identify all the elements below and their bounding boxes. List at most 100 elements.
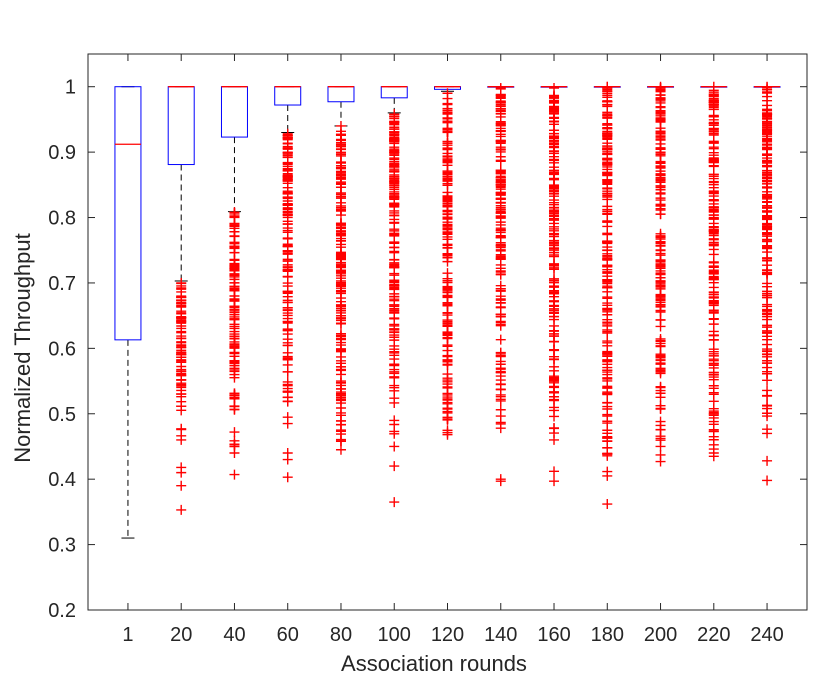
y-tick-label: 0.8 [48, 208, 76, 230]
outlier-marker [495, 188, 506, 199]
outlier-marker [549, 202, 560, 213]
outlier-marker [549, 281, 560, 292]
outlier-marker [282, 203, 293, 214]
outlier-marker [655, 162, 666, 173]
box-40 [220, 86, 248, 480]
outlier-marker [282, 262, 293, 273]
outlier-marker [495, 379, 506, 390]
outlier-marker [442, 107, 453, 118]
outlier-marker [549, 386, 560, 397]
box-240 [753, 81, 781, 486]
outlier-marker [708, 408, 719, 419]
outlier-marker [389, 198, 400, 209]
outlier-marker [282, 271, 293, 282]
outlier-marker [176, 368, 187, 379]
outlier-marker [602, 359, 613, 370]
outlier-marker [602, 183, 613, 194]
outlier-marker [708, 249, 719, 260]
outlier-marker [708, 273, 719, 284]
outlier-marker [335, 444, 346, 455]
box-120 [434, 86, 461, 440]
outlier-marker [442, 173, 453, 184]
outlier-marker [655, 358, 666, 369]
outlier-marker [442, 354, 453, 365]
outlier-marker [708, 346, 719, 357]
outlier-marker [655, 388, 666, 399]
outlier-marker [282, 318, 293, 329]
outlier-marker [176, 467, 187, 478]
outlier-marker [655, 237, 666, 248]
outlier-marker [655, 416, 666, 427]
x-tick-label: 200 [644, 624, 677, 646]
outlier-marker [176, 405, 187, 416]
outlier-marker [335, 301, 346, 312]
outlier-marker [602, 250, 613, 261]
outlier-marker [762, 178, 773, 189]
y-tick-label: 0.4 [48, 469, 76, 491]
outlier-marker [602, 281, 613, 292]
outlier-marker [282, 353, 293, 364]
outlier-marker [708, 369, 719, 380]
outlier-marker [442, 328, 453, 339]
outlier-marker [708, 104, 719, 115]
outlier-marker [549, 139, 560, 150]
outlier-marker [389, 415, 400, 426]
outlier-marker [549, 157, 560, 168]
outlier-marker [549, 476, 560, 487]
outlier-marker [549, 434, 560, 445]
x-tick-label: 220 [697, 624, 730, 646]
outlier-marker [762, 113, 773, 124]
outlier-marker [762, 143, 773, 154]
outlier-marker [335, 345, 346, 356]
outlier-marker [549, 423, 560, 434]
outlier-marker [495, 100, 506, 111]
outlier-marker [655, 114, 666, 125]
outlier-marker [442, 273, 453, 284]
outlier-marker [762, 255, 773, 266]
outlier-marker [495, 334, 506, 345]
outlier-marker [389, 210, 400, 221]
outlier-marker [282, 219, 293, 230]
outlier-marker [762, 197, 773, 208]
outlier-marker [389, 497, 400, 508]
outlier-marker [495, 265, 506, 276]
outlier-marker [335, 364, 346, 375]
outlier-marker [282, 175, 293, 186]
x-tick-label: 180 [591, 624, 624, 646]
outlier-marker [229, 469, 240, 480]
outlier-marker [762, 125, 773, 136]
outlier-marker [495, 176, 506, 187]
outlier-marker [549, 251, 560, 262]
outlier-marker [762, 368, 773, 379]
outlier-marker [602, 228, 613, 239]
outlier-marker [335, 392, 346, 403]
outlier-marker [762, 411, 773, 422]
outlier-marker [229, 247, 240, 258]
outlier-marker [762, 345, 773, 356]
outlier-marker [708, 214, 719, 225]
outlier-marker [708, 143, 719, 154]
outlier-marker [229, 427, 240, 438]
outlier-marker [762, 155, 773, 166]
outlier-marker [389, 441, 400, 452]
outlier-marker [655, 276, 666, 287]
outlier-marker [335, 141, 346, 152]
outlier-marker [655, 336, 666, 347]
y-axis-label: Normalized Throughput [10, 233, 35, 463]
outlier-marker [282, 340, 293, 351]
outlier-marker [335, 318, 346, 329]
outlier-marker [389, 134, 400, 145]
outlier-marker [176, 339, 187, 350]
outlier-marker [229, 207, 240, 218]
outlier-marker [335, 376, 346, 387]
x-tick-label: 160 [537, 624, 570, 646]
outlier-marker [708, 289, 719, 300]
outlier-marker [335, 247, 346, 258]
outlier-marker [442, 196, 453, 207]
x-tick-label: 240 [750, 624, 783, 646]
outlier-marker [335, 410, 346, 421]
outlier-marker [335, 262, 346, 273]
outlier-marker [335, 355, 346, 366]
outlier-marker [602, 96, 613, 107]
x-tick-label: 80 [330, 624, 352, 646]
